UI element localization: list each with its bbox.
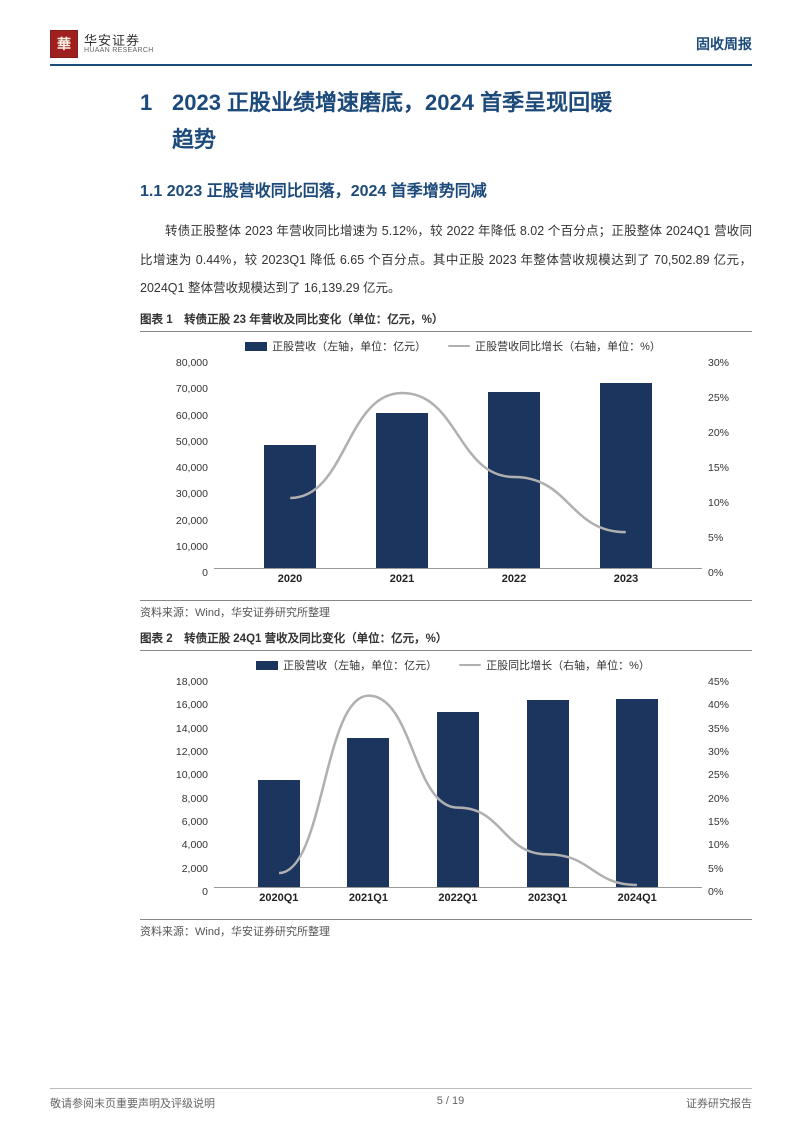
body-paragraph: 转债正股整体 2023 年营收同比增速为 5.12%，较 2022 年降低 8.… <box>140 217 752 303</box>
section-heading-1: 12023 正股业绩增速磨底，2024 首季呈现回暖 趋势 <box>140 84 752 159</box>
chart2-legend: 正股营收（左轴，单位：亿元） 正股同比增长（右轴，单位：%） <box>154 657 752 673</box>
chart2: 正股营收（左轴，单位：亿元） 正股同比增长（右轴，单位：%） 18,00016,… <box>154 657 752 917</box>
chart2-title: 图表 2 转债正股 24Q1 营收及同比变化（单位：亿元，%） <box>140 630 752 651</box>
footer-right: 证券研究报告 <box>686 1095 752 1111</box>
bar <box>437 712 479 887</box>
bar <box>527 700 569 887</box>
x-label: 2021 <box>376 573 428 585</box>
header: 華 华安证券 HUAAN RESEARCH 固收周报 <box>50 30 752 66</box>
x-label: 2021Q1 <box>347 892 389 904</box>
chart1-legend-line: 正股营收同比增长（右轴，单位：%） <box>475 338 661 354</box>
logo-icon: 華 <box>50 30 78 58</box>
footer-page: 5 / 19 <box>437 1095 465 1111</box>
bar <box>376 413 428 568</box>
logo-cn: 华安证券 <box>84 34 154 47</box>
footer-left: 敬请参阅末页重要声明及评级说明 <box>50 1095 215 1111</box>
chart1-source: 资料来源：Wind，华安证券研究所整理 <box>140 600 752 620</box>
bar <box>347 738 389 887</box>
chart1-title: 图表 1 转债正股 23 年营收及同比变化（单位：亿元，%） <box>140 311 752 332</box>
chart1-legend-bar: 正股营收（左轴，单位：亿元） <box>272 338 426 354</box>
x-label: 2022 <box>488 573 540 585</box>
x-label: 2024Q1 <box>616 892 658 904</box>
bar <box>488 392 540 568</box>
chart2-source: 资料来源：Wind，华安证券研究所整理 <box>140 919 752 939</box>
logo-en: HUAAN RESEARCH <box>84 47 154 54</box>
bar <box>600 383 652 568</box>
chart1: 正股营收（左轴，单位：亿元） 正股营收同比增长（右轴，单位：%） 80,0007… <box>154 338 752 598</box>
legend-bar-icon <box>245 342 267 351</box>
bar <box>264 445 316 568</box>
bar <box>258 780 300 887</box>
x-label: 2023Q1 <box>527 892 569 904</box>
bar <box>616 699 658 887</box>
legend-line-icon <box>459 664 481 666</box>
chart2-legend-bar: 正股营收（左轴，单位：亿元） <box>283 657 437 673</box>
legend-bar-icon <box>256 661 278 670</box>
x-label: 2023 <box>600 573 652 585</box>
chart1-legend: 正股营收（左轴，单位：亿元） 正股营收同比增长（右轴，单位：%） <box>154 338 752 354</box>
header-category: 固收周报 <box>696 34 752 54</box>
x-label: 2020 <box>264 573 316 585</box>
x-label: 2022Q1 <box>437 892 479 904</box>
logo-block: 華 华安证券 HUAAN RESEARCH <box>50 30 154 58</box>
footer: 敬请参阅末页重要声明及评级说明 5 / 19 证券研究报告 <box>50 1088 752 1111</box>
x-label: 2020Q1 <box>258 892 300 904</box>
section-heading-1-1: 1.1 2023 正股营收同比回落，2024 首季增势同减 <box>140 177 752 201</box>
legend-line-icon <box>448 345 470 347</box>
chart2-legend-line: 正股同比增长（右轴，单位：%） <box>486 657 650 673</box>
